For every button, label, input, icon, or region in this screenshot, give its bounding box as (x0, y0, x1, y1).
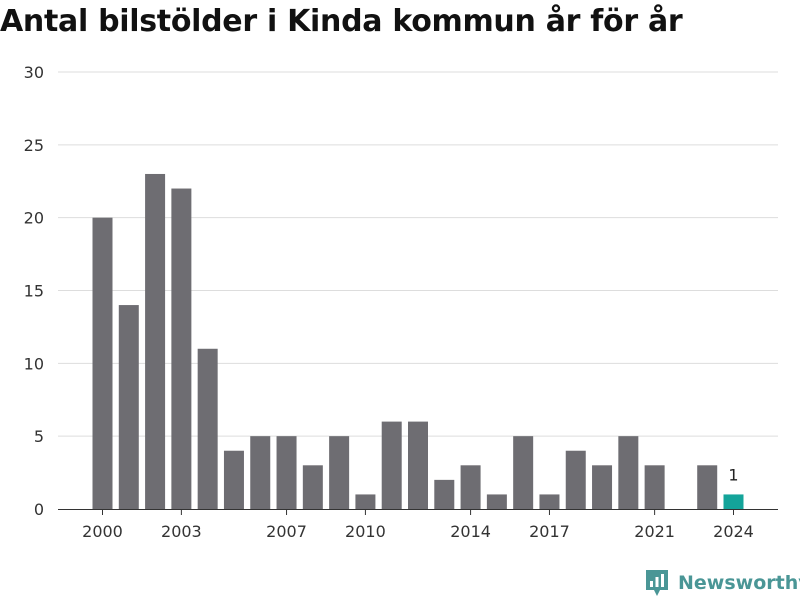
bar-2010 (355, 494, 376, 509)
x-tick-label: 2000 (82, 522, 123, 541)
x-tick-label: 2007 (266, 522, 307, 541)
bar-2017 (539, 494, 560, 509)
x-tick-label: 2014 (450, 522, 491, 541)
bar-2014 (460, 465, 481, 509)
bar-2019 (592, 465, 613, 509)
bar-2009 (329, 436, 350, 509)
bar-2002 (145, 173, 166, 509)
y-tick-label: 25 (24, 136, 44, 155)
y-tick-label: 20 (24, 209, 44, 228)
bar-2008 (302, 465, 323, 509)
bar-2004 (197, 348, 218, 509)
bar-chart: 0 5 10 15 20 25 30 2000 2003 2007 2010 2014 2017 202… (24, 63, 778, 541)
bar-2011 (381, 421, 402, 509)
data-labels: 1 (728, 465, 738, 484)
bar-2007 (276, 436, 297, 509)
x-tick-label: 2024 (713, 522, 754, 541)
brand-name: Newsworthy (678, 572, 800, 594)
y-tick-label: 30 (24, 63, 44, 82)
gridlines (58, 71, 778, 437)
y-tick-label: 15 (24, 282, 44, 301)
bar-2013 (434, 479, 455, 509)
y-axis-ticks: 0 5 10 15 20 25 30 (24, 63, 44, 519)
bars (92, 173, 744, 510)
bar-2006 (250, 436, 271, 509)
bar-2000 (92, 217, 113, 509)
y-tick-label: 10 (24, 354, 44, 373)
bar-2016 (513, 436, 534, 509)
bar-2020 (618, 436, 639, 509)
newsworthy-logo-icon (646, 570, 668, 596)
x-axis-ticks: 2000 2003 2007 2010 2014 2017 2021 2024 (82, 509, 754, 541)
x-tick-label: 2010 (345, 522, 386, 541)
brand-logo: Newsworthy (644, 568, 800, 598)
x-tick-label: 2017 (529, 522, 570, 541)
chart-title: Antal bilstölder i Kinda kommun år för å… (0, 4, 683, 39)
bar-2005 (223, 450, 244, 509)
x-tick-label: 2003 (161, 522, 202, 541)
bar-2003 (171, 188, 192, 510)
bar-2018 (565, 450, 586, 509)
bar-2015 (486, 494, 507, 509)
y-tick-label: 5 (34, 427, 44, 446)
y-tick-label: 0 (34, 500, 44, 519)
bar-2001 (118, 305, 139, 509)
bar-2021 (644, 465, 665, 509)
data-label-2024: 1 (728, 465, 738, 484)
bar-2012 (408, 421, 428, 509)
x-tick-label: 2021 (634, 522, 675, 541)
bar-2023 (697, 465, 718, 509)
bar-2024 (723, 494, 744, 509)
